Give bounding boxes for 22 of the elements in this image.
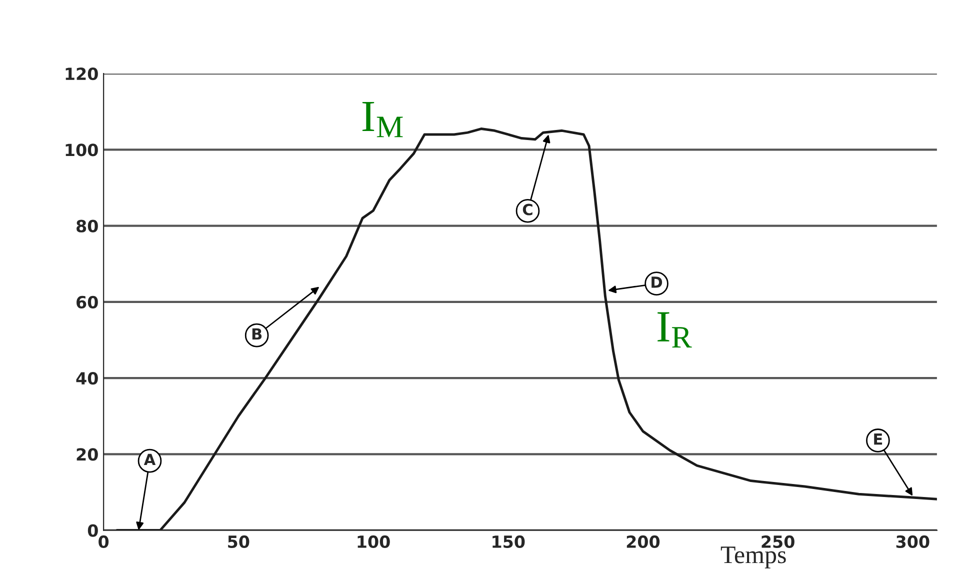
- y-tick-label: 20: [76, 448, 98, 461]
- x-tick-label: 0: [98, 535, 109, 548]
- x-axis-title: Temps: [720, 546, 786, 568]
- y-tick-label: 80: [76, 220, 98, 232]
- y-tick-label: 120: [66, 68, 98, 80]
- y-tick-label: 0: [88, 524, 98, 537]
- y-tick-label: 60: [76, 296, 98, 308]
- annotation: C: [522, 204, 532, 216]
- annotation: A: [144, 454, 156, 466]
- x-tick-label: 200: [626, 535, 660, 548]
- x-tick-label: 100: [358, 535, 390, 548]
- y-tick-label: 40: [76, 372, 98, 385]
- x-tick-label: 300: [896, 535, 930, 548]
- annotation: I$_{R}$: [658, 312, 692, 348]
- annotation: E: [874, 434, 882, 445]
- annotation: B: [252, 328, 262, 340]
- x-tick-label: 50: [228, 535, 250, 548]
- annotation: I$_{M}$: [362, 102, 403, 138]
- x-tick-label: 150: [492, 535, 525, 548]
- annotation: D: [652, 276, 662, 288]
- y-tick-label: 100: [66, 144, 98, 156]
- x-tick-label: 250: [762, 535, 794, 548]
